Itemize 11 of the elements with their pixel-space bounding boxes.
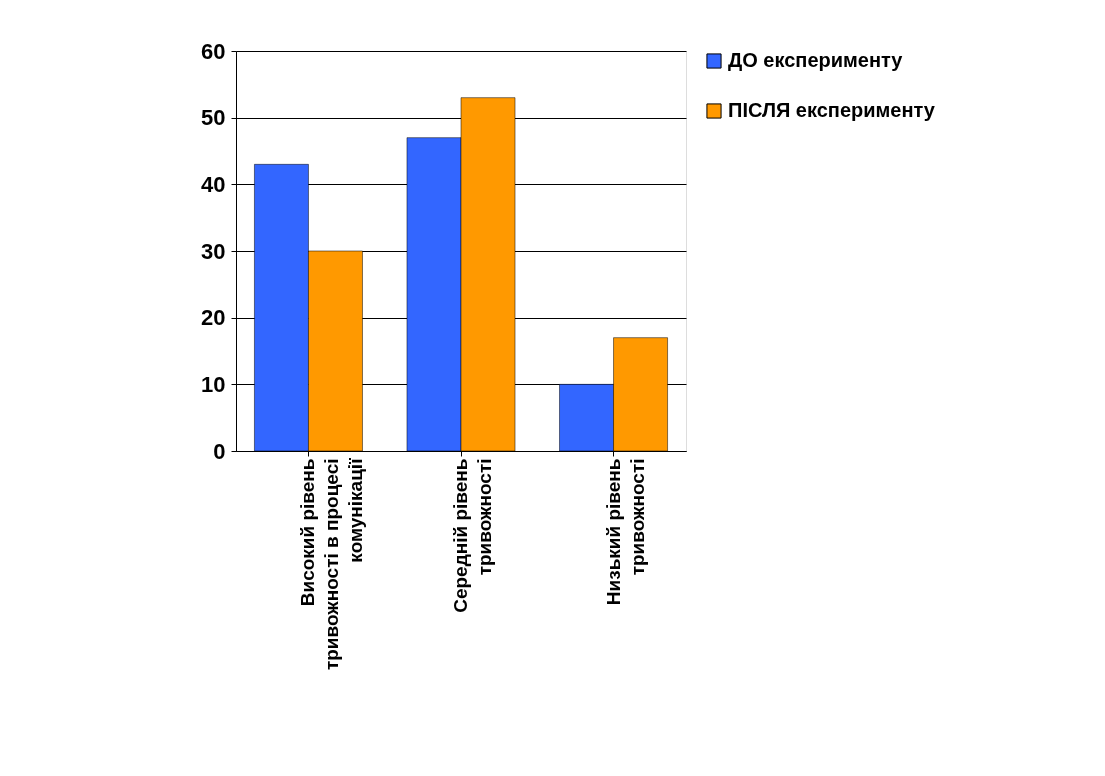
y-tick-label: 50 — [201, 105, 226, 131]
y-tick-label: 60 — [201, 38, 226, 64]
x-tick-label: Високий рівень тривожності в процесі комунікації — [297, 457, 367, 671]
x-tick-label: Низький рівень тривожності — [602, 458, 648, 606]
y-tick-label: 40 — [201, 171, 226, 197]
y-tick-label: 20 — [201, 305, 226, 331]
legend-label: ПІСЛЯ експерименту — [728, 99, 936, 121]
legend-label: ДО експерименту — [728, 49, 904, 71]
y-tick-label: 10 — [201, 371, 226, 397]
y-tick-label: 30 — [201, 238, 226, 264]
y-tick-label: 0 — [213, 438, 226, 464]
